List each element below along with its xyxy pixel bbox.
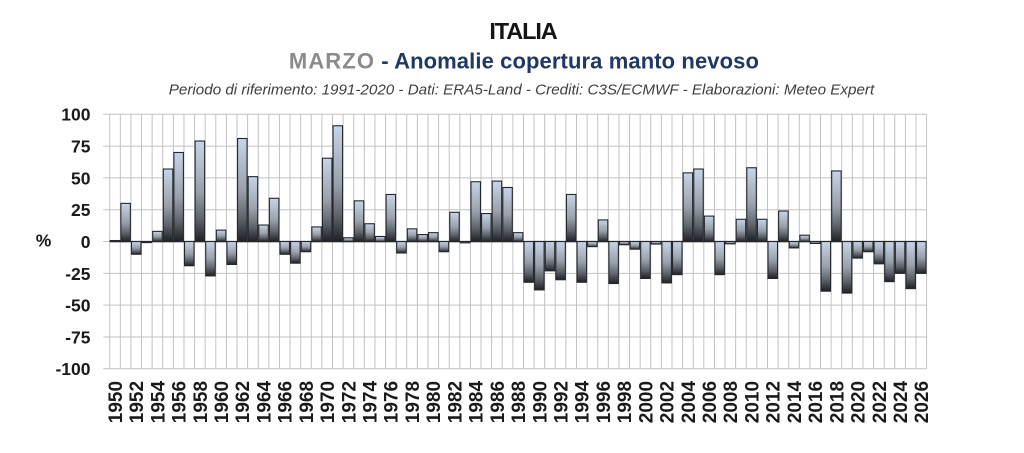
svg-text:2018: 2018 (827, 381, 848, 423)
svg-text:100: 100 (61, 105, 90, 125)
svg-text:1972: 1972 (339, 381, 360, 423)
svg-text:1966: 1966 (276, 381, 297, 423)
svg-text:75: 75 (71, 137, 91, 157)
svg-text:1950: 1950 (106, 381, 127, 423)
svg-text:1956: 1956 (170, 381, 191, 423)
svg-text:-50: -50 (65, 296, 91, 316)
svg-text:2012: 2012 (764, 381, 785, 423)
svg-text:MARZO - Anomalie copertura man: MARZO - Anomalie copertura manto nevoso (289, 48, 759, 73)
svg-text:2026: 2026 (912, 381, 933, 423)
svg-text:2006: 2006 (700, 381, 721, 423)
svg-text:-25: -25 (65, 264, 91, 284)
svg-text:1996: 1996 (594, 381, 615, 423)
svg-text:1982: 1982 (445, 381, 466, 423)
svg-text:2000: 2000 (636, 381, 657, 423)
svg-text:2002: 2002 (658, 381, 679, 423)
svg-text:-100: -100 (55, 359, 90, 379)
svg-text:1958: 1958 (191, 381, 212, 423)
svg-text:1988: 1988 (509, 381, 530, 423)
svg-text:1968: 1968 (297, 381, 318, 423)
svg-text:2020: 2020 (849, 381, 870, 423)
svg-text:1998: 1998 (615, 381, 636, 423)
svg-text:1980: 1980 (424, 381, 445, 423)
svg-text:50: 50 (71, 168, 91, 188)
svg-text:1984: 1984 (467, 380, 488, 423)
svg-text:1954: 1954 (148, 380, 169, 423)
svg-text:ITALIA: ITALIA (489, 18, 557, 44)
svg-text:1978: 1978 (403, 381, 424, 423)
svg-text:1960: 1960 (212, 381, 233, 423)
svg-text:1964: 1964 (254, 380, 275, 423)
svg-text:1976: 1976 (382, 381, 403, 423)
svg-text:0: 0 (81, 232, 91, 252)
svg-text:2008: 2008 (721, 381, 742, 423)
svg-text:1974: 1974 (361, 380, 382, 423)
svg-text:1992: 1992 (551, 381, 572, 423)
svg-text:1970: 1970 (318, 381, 339, 423)
svg-text:2004: 2004 (679, 380, 700, 423)
svg-text:2024: 2024 (891, 380, 912, 423)
svg-text:%: % (36, 230, 52, 250)
svg-text:1986: 1986 (488, 381, 509, 423)
svg-text:2014: 2014 (785, 380, 806, 423)
svg-text:1962: 1962 (233, 381, 254, 423)
svg-text:25: 25 (71, 200, 91, 220)
svg-text:2022: 2022 (870, 381, 891, 423)
svg-text:Periodo di riferimento: 1991-2: Periodo di riferimento: 1991-2020 - Dati… (169, 82, 875, 99)
svg-text:1952: 1952 (127, 381, 148, 423)
svg-text:1994: 1994 (573, 380, 594, 423)
svg-text:2016: 2016 (806, 381, 827, 423)
svg-text:2010: 2010 (742, 381, 763, 423)
svg-text:1990: 1990 (530, 381, 551, 423)
svg-text:-75: -75 (65, 327, 91, 347)
